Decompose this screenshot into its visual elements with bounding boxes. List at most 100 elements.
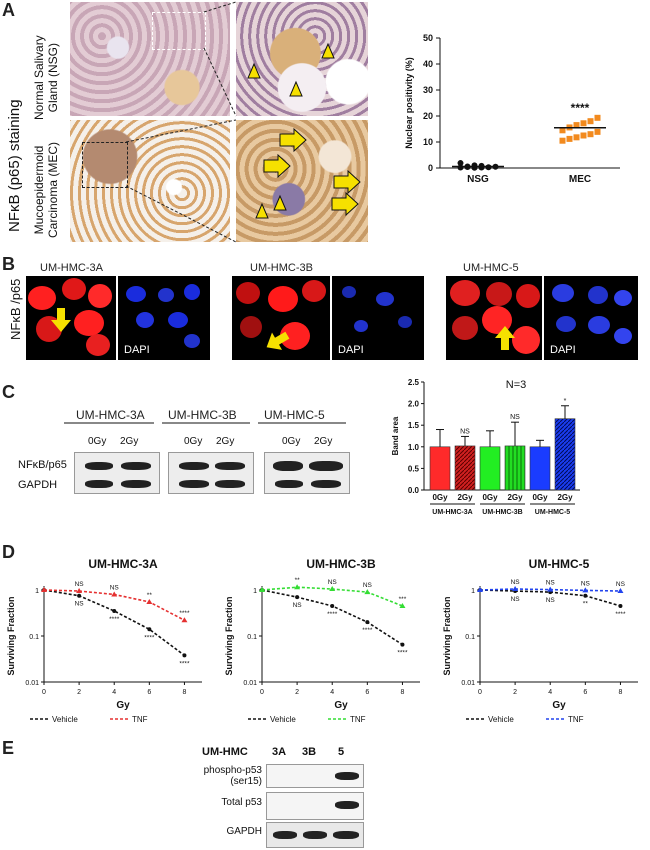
x-category-label: 2Gy xyxy=(457,493,473,502)
significance-label: NS xyxy=(616,581,626,588)
dose-label: 0Gy xyxy=(184,436,203,447)
blot-cell-line-title: UM-HMC-3B xyxy=(168,408,237,422)
significance-label: ** xyxy=(295,577,301,584)
data-point xyxy=(587,118,594,125)
x-tick-label: 8 xyxy=(400,689,404,696)
y-tick-label: 0.1 xyxy=(247,634,257,641)
data-point xyxy=(580,132,587,139)
data-point xyxy=(457,160,464,167)
significance-label: NS xyxy=(511,579,521,586)
significance-label: NS xyxy=(328,579,338,586)
data-point xyxy=(587,131,594,138)
x-tick-label: 2 xyxy=(513,689,517,696)
dose-label: 2Gy xyxy=(314,436,333,447)
y-axis-label: Surviving Fraction xyxy=(224,596,234,675)
y-tick-label: 1 xyxy=(253,588,257,595)
x-axis-label: Gy xyxy=(116,700,130,711)
group-label: UM-HMC-3A xyxy=(432,509,472,516)
y-tick-label: 10 xyxy=(423,137,433,147)
x-tick-label: 8 xyxy=(182,689,186,696)
data-point xyxy=(76,588,83,594)
legend-label: TNF xyxy=(132,715,148,722)
lane-label: 3A xyxy=(272,746,287,758)
dose-label: 2Gy xyxy=(216,436,235,447)
data-point xyxy=(77,593,82,598)
significance-label: NS xyxy=(75,601,85,608)
y-tick-label: 0.0 xyxy=(408,486,420,495)
legend-label: TNF xyxy=(350,715,366,722)
dapi-image: DAPI xyxy=(118,276,210,360)
data-point xyxy=(559,127,566,134)
dapi-image: DAPI xyxy=(544,276,638,360)
arrowhead-icon xyxy=(247,62,261,79)
x-category-label: 0Gy xyxy=(482,493,498,502)
western-blot xyxy=(264,452,350,494)
significance-label: NS xyxy=(363,582,373,589)
cell-line-title: UM-HMC-3A xyxy=(40,262,103,274)
data-point xyxy=(485,164,492,171)
y-axis-label: Surviving Fraction xyxy=(6,596,16,675)
y-tick-label: 0.1 xyxy=(29,634,39,641)
blot-cell-line-title: UM-HMC-5 xyxy=(264,408,325,422)
x-tick-label: 0 xyxy=(478,689,482,696)
data-point xyxy=(477,587,483,592)
data-point xyxy=(617,588,624,594)
data-point xyxy=(364,589,371,595)
y-tick-label: 20 xyxy=(423,111,433,121)
significance-label: ** xyxy=(147,592,153,599)
data-point xyxy=(329,586,336,592)
panel-d-label: D xyxy=(2,542,15,562)
dapi-image: DAPI xyxy=(332,276,424,360)
y-tick-label: 40 xyxy=(423,59,433,69)
significance-label: NS xyxy=(460,428,470,435)
bar xyxy=(454,445,476,491)
data-point xyxy=(259,587,265,592)
x-tick-label: 2 xyxy=(77,689,81,696)
chart-title: N=3 xyxy=(506,379,527,391)
y-tick-label: 2.0 xyxy=(408,400,420,409)
panel-b-side-label: NFκB /p65 xyxy=(8,278,23,340)
significance-label: **** xyxy=(571,101,590,115)
western-blot xyxy=(74,452,160,494)
dapi-label: DAPI xyxy=(550,344,576,356)
blot-cell-line-title: UM-HMC-3A xyxy=(76,408,145,422)
data-point xyxy=(295,595,300,600)
data-point xyxy=(147,627,152,632)
bar xyxy=(479,446,501,491)
y-tick-label: 0.01 xyxy=(25,680,39,687)
significance-label: NS xyxy=(546,597,556,604)
x-tick-label: 4 xyxy=(112,689,116,696)
zoom-box xyxy=(152,12,206,50)
bar xyxy=(529,446,551,491)
arrow-icon xyxy=(51,308,71,332)
x-tick-label: 6 xyxy=(583,689,587,696)
legend-label: Vehicle xyxy=(270,715,296,722)
data-point xyxy=(547,586,554,592)
bar xyxy=(554,418,576,491)
x-tick-label: 4 xyxy=(330,689,334,696)
y-tick-label: 1.0 xyxy=(408,443,420,452)
survival-chart-5: UM-HMC-5 0.01 0.1 1 0 2 4 6 8 Gy Surviving Fractio… xyxy=(442,557,638,722)
significance-label: NS xyxy=(511,596,521,603)
data-point xyxy=(365,620,370,625)
y-tick-label: 1 xyxy=(471,588,475,595)
data-point xyxy=(582,587,589,593)
nsg-arrowheads xyxy=(247,42,335,97)
cell-line-title: UM-HMC-5 xyxy=(463,262,519,274)
x-category-label: 2Gy xyxy=(507,493,523,502)
survival-chart-3a: UM-HMC-3A 0.01 0.1 1 0 2 4 6 8 Gy Surviving Fracti… xyxy=(6,557,202,722)
nsg-low-mag-image xyxy=(70,2,230,116)
legend-label: Vehicle xyxy=(52,715,78,722)
x-category-label: NSG xyxy=(467,174,489,185)
mec-low-mag-image xyxy=(70,120,230,242)
chart-title: UM-HMC-5 xyxy=(529,557,590,571)
um-hmc-header: UM-HMC xyxy=(202,746,248,758)
bar xyxy=(504,445,526,491)
significance-label: *** xyxy=(399,596,407,603)
x-category-label: 0Gy xyxy=(432,493,448,502)
legend-label: Vehicle xyxy=(488,715,514,722)
blot-underlines xyxy=(64,422,346,424)
mec-high-mag-image xyxy=(236,120,368,242)
data-point xyxy=(294,584,301,590)
arrow-icon xyxy=(266,331,290,350)
